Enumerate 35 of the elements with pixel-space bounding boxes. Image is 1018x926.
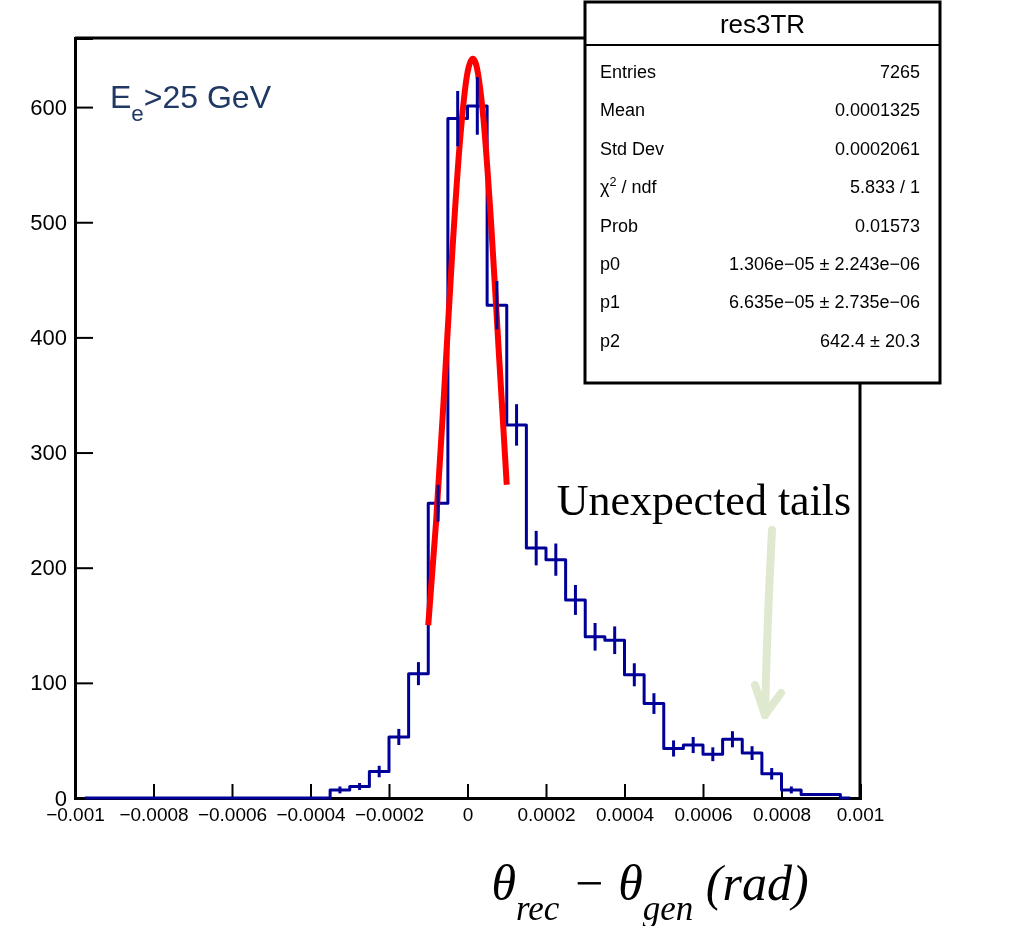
annotation: 0.0001325 xyxy=(834,100,920,121)
y-tick-label: 600 xyxy=(30,94,67,120)
annotation: 6.635e−05 ± 2.735e−06 xyxy=(728,292,920,313)
y-tick-label: 200 xyxy=(30,555,67,581)
annotation: 0.0002061 xyxy=(834,138,920,159)
y-tick-label: 300 xyxy=(30,440,67,466)
x-tick-label: −0.0008 xyxy=(119,804,189,826)
annotation: Entries xyxy=(600,62,657,82)
y-tick-label: 400 xyxy=(30,324,67,350)
annotation: Std Dev xyxy=(600,138,665,159)
x-tick-label: 0 xyxy=(462,804,474,826)
annotation: 5.833 / 1 xyxy=(849,177,920,198)
annotation: Mean xyxy=(600,100,646,121)
x-tick-label: −0.0004 xyxy=(276,804,347,826)
y-tick-label: 500 xyxy=(30,209,67,235)
annotation: 642.4 ± 20.3 xyxy=(820,330,920,351)
text: 7265 xyxy=(879,62,920,82)
annotation: p1 xyxy=(600,292,621,313)
annotation: Unexpected tails xyxy=(556,476,852,525)
annotation: p0 xyxy=(600,253,621,274)
y-tick-label: 100 xyxy=(30,670,67,696)
x-tick-label: −0.0002 xyxy=(354,804,425,826)
annotation: Prob xyxy=(600,215,639,236)
x-tick-label: 0.001 xyxy=(836,804,885,826)
annotation: χ$^{2}$ / ndf xyxy=(600,175,658,198)
x-tick-label: −0.0006 xyxy=(197,804,268,826)
x-tick-label: 0.0006 xyxy=(674,804,733,826)
x-tick-label: 0.0008 xyxy=(752,804,812,826)
x-tick-label: 0.0004 xyxy=(595,804,655,826)
annotation: res3TR xyxy=(719,9,806,39)
x-tick-label: 0.0002 xyxy=(517,804,576,826)
annotation: p2 xyxy=(600,330,621,351)
annotation: 1.306e−05 ± 2.243e−06 xyxy=(728,253,920,274)
annotation: E$_{e}$>25 GeV xyxy=(110,79,272,126)
annotation: 0.01573 xyxy=(854,215,920,236)
